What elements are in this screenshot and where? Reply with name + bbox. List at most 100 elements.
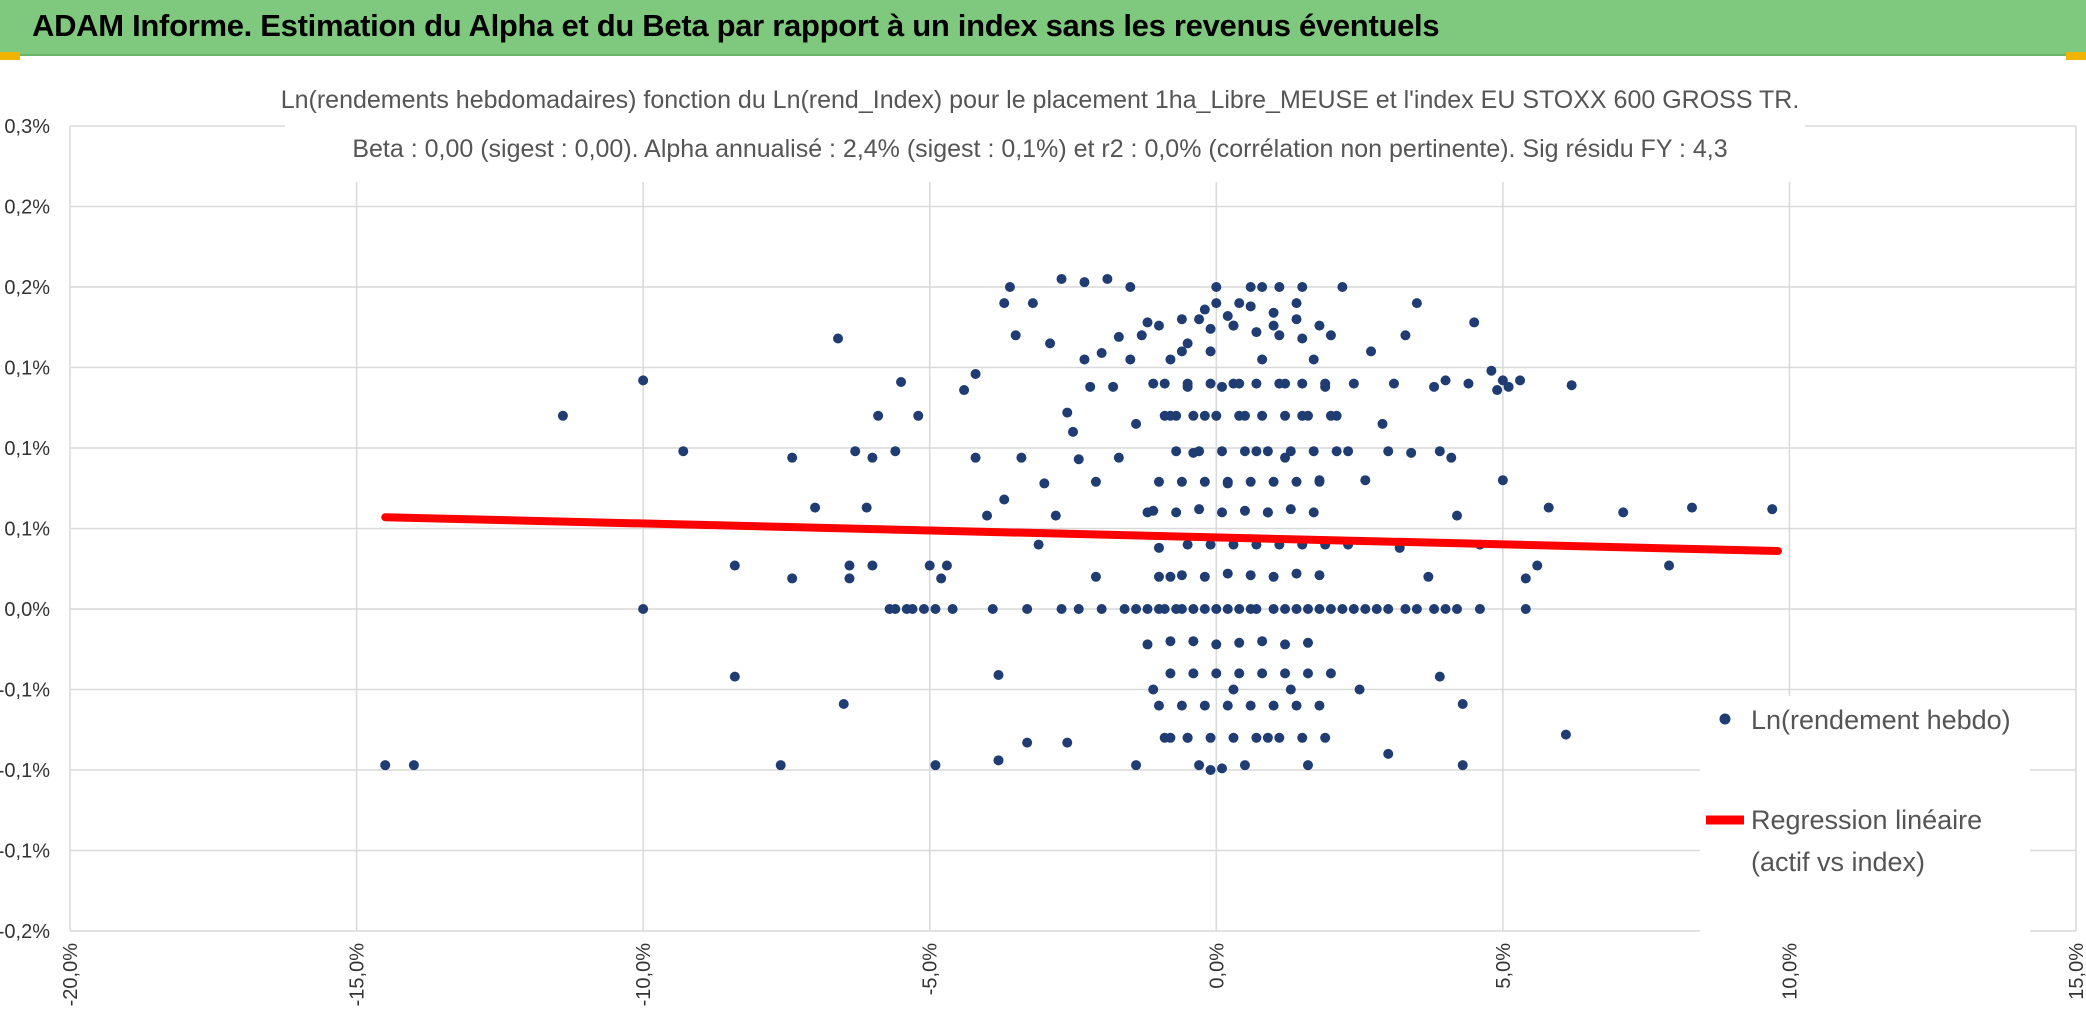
- data-point: [930, 760, 941, 771]
- data-point: [1176, 604, 1187, 614]
- y-tick-label: -0,1%: [0, 841, 50, 863]
- data-point: [775, 760, 786, 771]
- data-point: [1102, 273, 1113, 284]
- data-point: [1176, 346, 1187, 357]
- data-point: [1325, 604, 1336, 614]
- data-point: [1022, 604, 1033, 614]
- data-point: [1520, 573, 1531, 584]
- data-point: [1383, 604, 1394, 614]
- data-point: [1217, 381, 1228, 392]
- data-point: [1245, 282, 1256, 292]
- data-point: [1297, 282, 1308, 292]
- chart-title-background: [285, 62, 1805, 182]
- data-point: [1205, 732, 1216, 743]
- data-point: [1452, 604, 1463, 614]
- data-point: [1010, 330, 1021, 341]
- chart-title-line-1: Ln(rendements hebdomadaires) fonction du…: [281, 86, 1800, 114]
- data-point: [936, 573, 947, 584]
- data-point: [867, 560, 878, 571]
- data-point: [1291, 476, 1302, 487]
- data-point: [1176, 314, 1187, 325]
- data-point: [408, 760, 419, 771]
- data-point: [1148, 684, 1159, 695]
- data-point: [1217, 507, 1228, 518]
- data-point: [1262, 507, 1273, 518]
- data-point: [1199, 571, 1210, 582]
- data-point: [1280, 452, 1291, 463]
- data-point: [1228, 684, 1239, 695]
- data-point: [1440, 375, 1451, 386]
- data-point: [930, 604, 941, 614]
- data-point: [1664, 560, 1675, 571]
- data-point: [1194, 504, 1205, 515]
- corner-marker: [2066, 52, 2086, 60]
- data-point: [787, 452, 798, 463]
- data-point: [1234, 668, 1245, 679]
- data-point: [1457, 760, 1468, 771]
- data-point: [1131, 418, 1142, 429]
- data-point: [1165, 668, 1176, 679]
- data-point: [1234, 410, 1245, 421]
- data-point: [1440, 604, 1451, 614]
- y-tick-label: -0,1%: [0, 680, 50, 702]
- data-point: [833, 333, 844, 344]
- data-point: [1228, 378, 1239, 389]
- data-point: [1194, 446, 1205, 457]
- data-point: [1486, 365, 1497, 376]
- data-point: [1027, 298, 1038, 309]
- data-point: [1320, 378, 1331, 389]
- scatter-chart: 0,3% 0,2% 0,2% 0,1% 0,1% 0,1% 0,0% -0,1% -0,1% -0…: [0, 62, 2086, 1007]
- data-point: [999, 298, 1010, 309]
- data-point: [1234, 604, 1245, 614]
- data-point: [1320, 732, 1331, 743]
- data-point: [1222, 604, 1233, 614]
- data-point: [1291, 314, 1302, 325]
- x-tick-label: -20,0%: [60, 943, 82, 1007]
- data-point: [1239, 446, 1250, 457]
- data-point: [1308, 507, 1319, 518]
- data-point: [1360, 604, 1371, 614]
- data-point: [1291, 568, 1302, 579]
- data-point: [1331, 446, 1342, 457]
- data-point: [1148, 378, 1159, 389]
- data-point: [1280, 639, 1291, 650]
- data-point: [924, 560, 935, 571]
- x-tick-label: -15,0%: [347, 943, 369, 1007]
- data-point: [1182, 539, 1193, 550]
- data-point: [970, 452, 981, 463]
- data-points: [380, 273, 1778, 775]
- data-point: [1302, 604, 1313, 614]
- data-point: [1188, 410, 1199, 421]
- data-point: [1411, 298, 1422, 309]
- data-point: [1457, 698, 1468, 709]
- data-point: [1176, 570, 1187, 581]
- legend-label-scatter: Ln(rendement hebdo): [1751, 705, 2011, 735]
- data-point: [959, 385, 970, 396]
- data-point: [1142, 639, 1153, 650]
- chart-title-line-2: Beta : 0,00 (sigest : 0,00). Alpha annua…: [352, 135, 1727, 163]
- data-point: [913, 410, 924, 421]
- data-point: [1429, 604, 1440, 614]
- data-point: [1251, 446, 1262, 457]
- data-point: [987, 604, 998, 614]
- data-point: [907, 604, 918, 614]
- data-point: [1302, 410, 1313, 421]
- data-point: [1383, 446, 1394, 457]
- data-point: [1217, 446, 1228, 457]
- data-point: [1068, 426, 1078, 437]
- data-point: [1308, 446, 1319, 457]
- data-point: [1406, 447, 1417, 458]
- data-point: [1245, 476, 1256, 487]
- data-point: [1337, 282, 1348, 292]
- y-tick-label: -0,2%: [0, 921, 50, 943]
- data-point: [1205, 323, 1216, 334]
- data-point: [1308, 354, 1319, 365]
- data-point: [1050, 510, 1061, 521]
- data-point: [1497, 475, 1508, 486]
- data-point: [1222, 310, 1233, 321]
- data-point: [1176, 476, 1187, 487]
- data-point: [1274, 732, 1285, 743]
- data-point: [1560, 729, 1571, 740]
- data-point: [1113, 331, 1124, 342]
- data-point: [850, 446, 861, 457]
